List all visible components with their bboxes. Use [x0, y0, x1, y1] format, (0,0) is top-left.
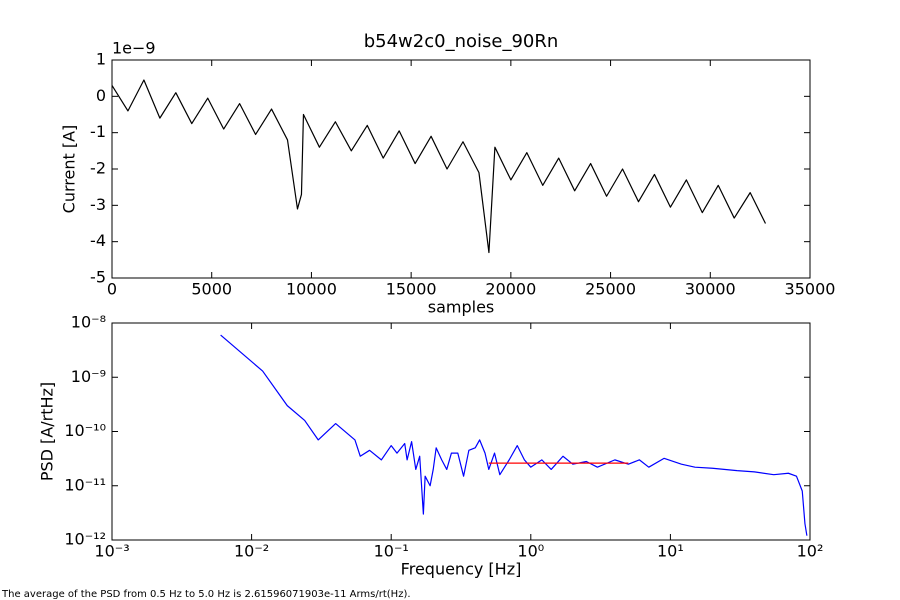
y-tick-label: -4 — [90, 231, 106, 250]
y-tick-label: 10⁻⁸ — [71, 313, 106, 332]
x-tick-label: 35000 — [785, 280, 836, 299]
x-tick-label: 25000 — [585, 280, 636, 299]
x-tick-label: 10⁻³ — [94, 542, 129, 561]
y-tick-label: -2 — [90, 159, 106, 178]
x-tick-label: 10000 — [286, 280, 337, 299]
x-tick-label: 10⁻² — [234, 542, 269, 561]
y-axis-label: PSD [A/rtHz] — [38, 382, 57, 481]
x-tick-label: 5000 — [191, 280, 232, 299]
plot-frame — [111, 322, 811, 541]
x-tick-label: 10² — [797, 542, 824, 561]
y-tick-label: -3 — [90, 195, 106, 214]
y-tick-label: 10⁻¹² — [64, 530, 106, 549]
footnote: The average of the PSD from 0.5 Hz to 5.… — [1, 589, 411, 600]
x-axis-label: samples — [428, 298, 495, 317]
x-tick-label: 30000 — [685, 280, 736, 299]
x-tick-label: 10⁰ — [517, 542, 544, 561]
x-tick-label: 15000 — [386, 280, 437, 299]
x-tick-label: 10¹ — [657, 542, 684, 561]
y-tick-label: 10⁻¹⁰ — [64, 421, 106, 440]
plot-frame — [111, 59, 811, 279]
data-line — [111, 79, 767, 254]
y-tick-label: 1 — [96, 50, 106, 69]
x-axis-label: Frequency [Hz] — [401, 560, 522, 579]
data-line — [220, 334, 808, 536]
y-tick-label: 10⁻¹¹ — [64, 475, 106, 494]
y-tick-label: -5 — [90, 268, 106, 287]
x-tick-label: 0 — [107, 280, 117, 299]
offset-text: 1e−9 — [112, 39, 156, 58]
y-tick-label: -1 — [90, 122, 106, 141]
y-tick-label: 10⁻⁹ — [71, 367, 106, 386]
chart-title: b54w2c0_noise_90Rn — [364, 31, 559, 52]
x-tick-label: 10⁻¹ — [374, 542, 409, 561]
y-axis-label: Current [A] — [60, 125, 79, 214]
y-tick-label: 0 — [96, 86, 106, 105]
x-tick-label: 20000 — [485, 280, 536, 299]
